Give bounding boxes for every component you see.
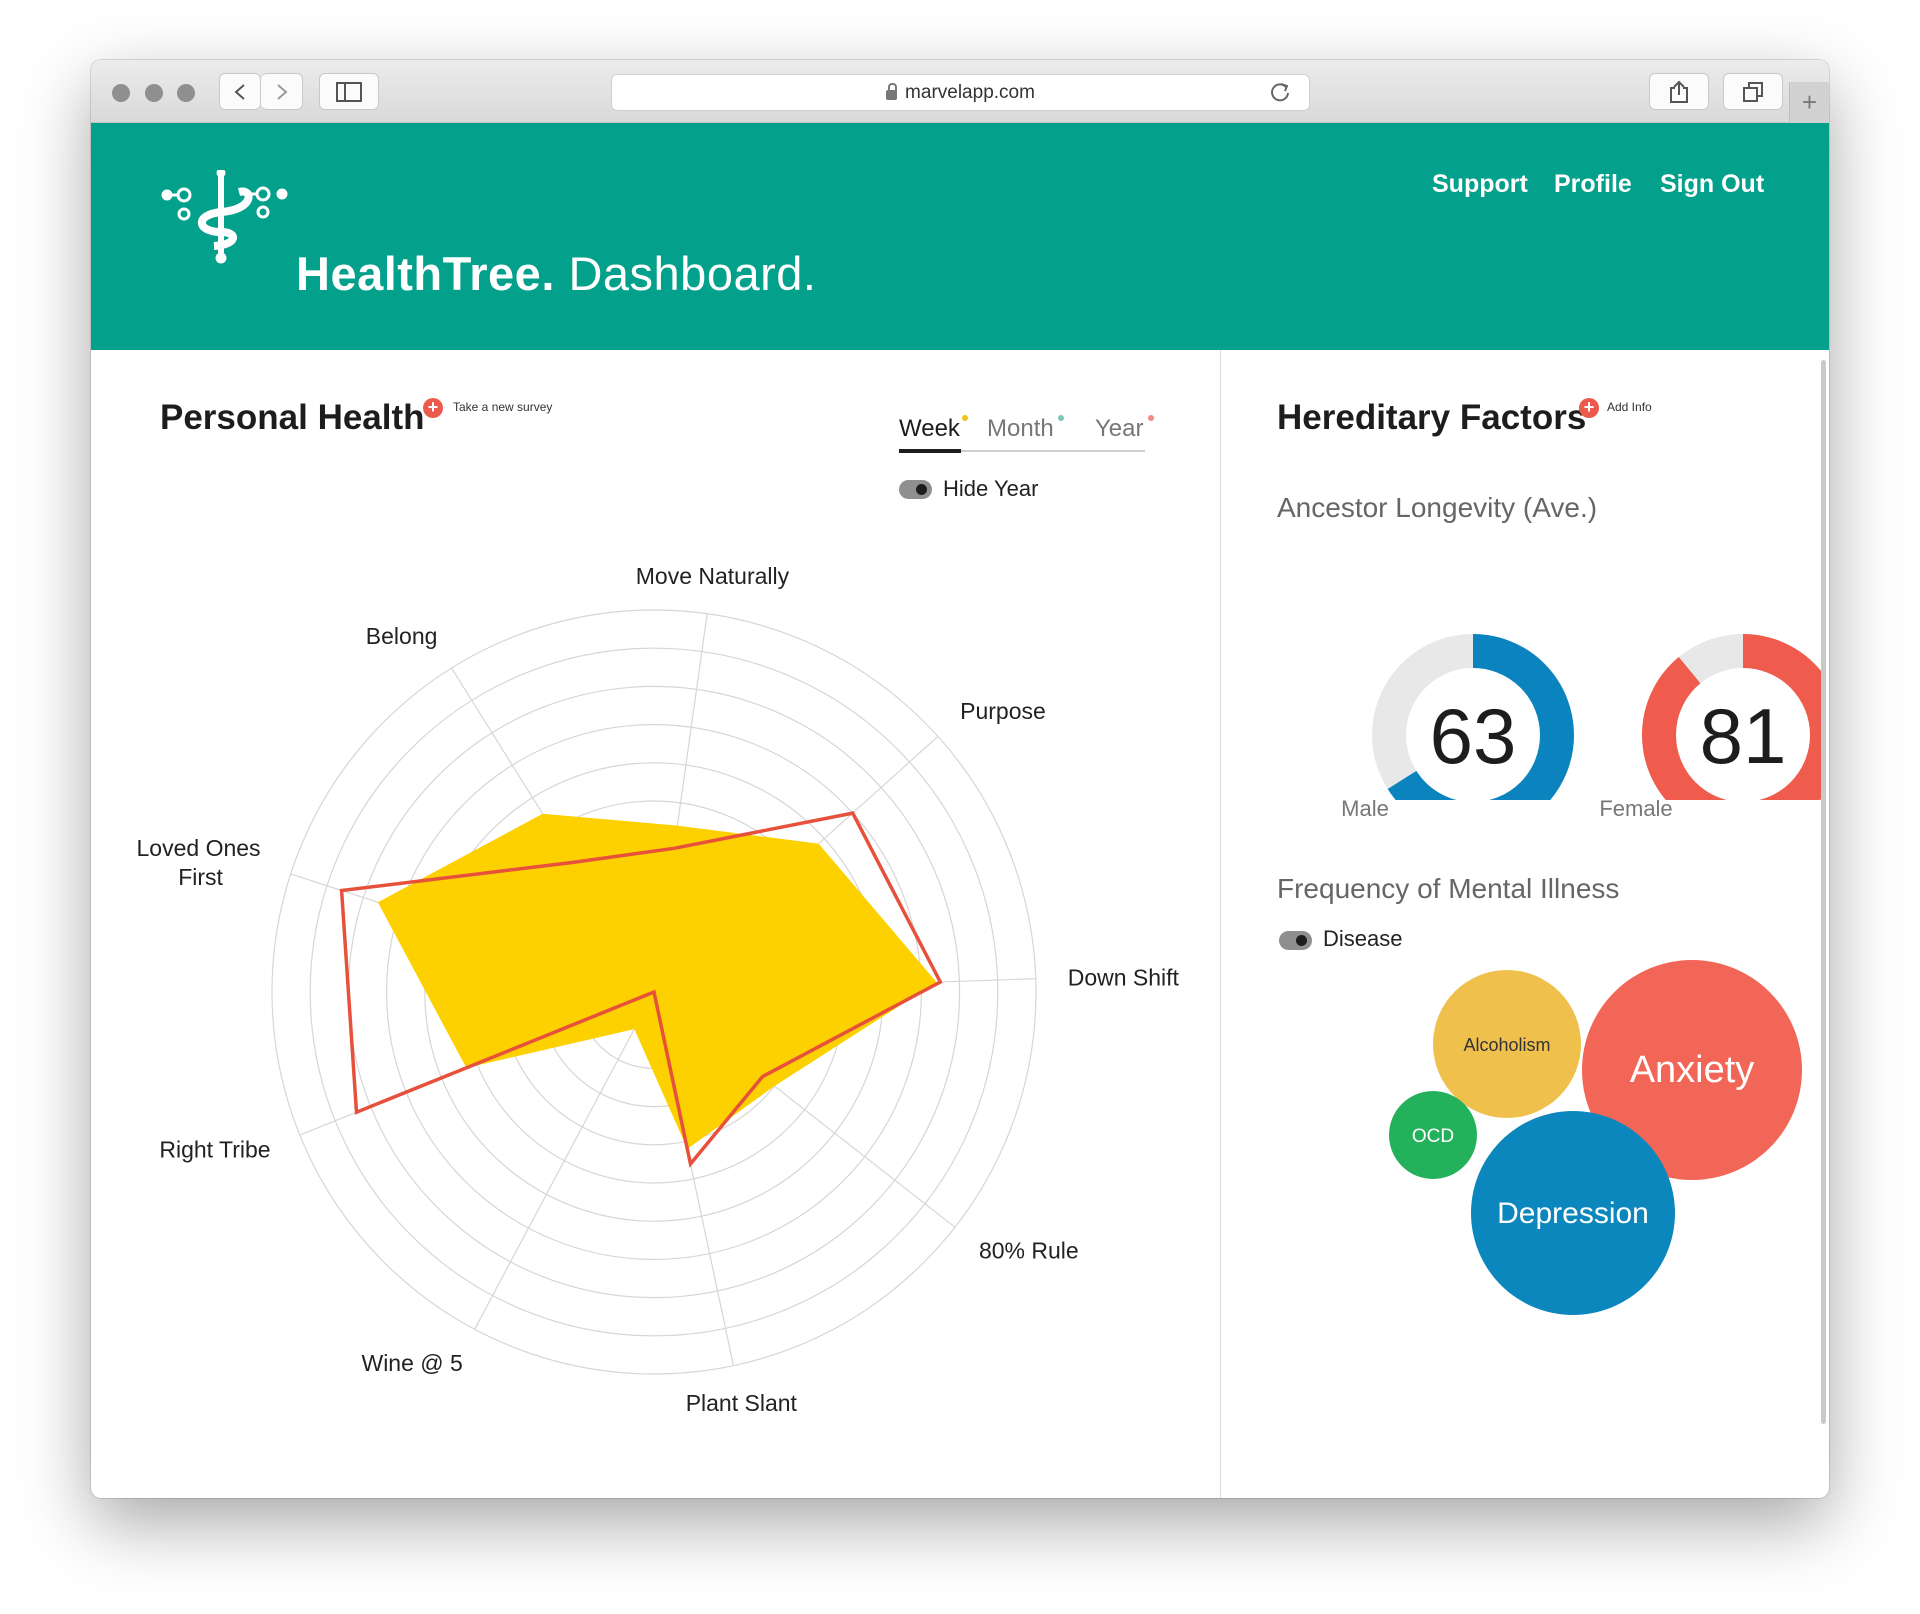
back-button[interactable] [219,73,261,110]
radar-axis-label: Purpose [960,698,1046,724]
radar-axis-label: Plant Slant [686,1390,798,1416]
ancestor-longevity-title: Ancestor Longevity (Ave.) [1277,492,1598,523]
new-tab-button[interactable]: + [1789,82,1829,123]
app-title: HealthTree. Dashboard. [296,246,816,301]
page-scrollbar[interactable] [1821,360,1826,1424]
radar-ring [309,647,999,1337]
tab-week-dot [962,415,968,421]
column-divider [1220,350,1221,1498]
active-tab-indicator [899,449,961,453]
reload-icon[interactable] [1269,81,1291,103]
radar-series-filled [377,813,937,1149]
add-info-icon[interactable]: + [1579,398,1599,418]
nav-support-link[interactable]: Support [1432,170,1528,198]
forward-icon [276,83,288,100]
new-tab-icon: + [1801,87,1818,117]
male-longevity-arc [1372,634,1574,800]
share-button[interactable] [1649,73,1709,110]
hide-year-toggle[interactable] [899,480,932,499]
nav-profile-link[interactable]: Profile [1554,170,1632,198]
male-label: Male [1341,796,1389,821]
hereditary-factors-title: Hereditary Factors [1277,398,1587,437]
personal-health-title: Personal Health [160,398,425,437]
brand-name: HealthTree. [296,247,555,300]
radar-axis-label: Loved Ones First [137,835,261,890]
male-longevity-value: 63 [1430,692,1517,780]
disease-label: Disease [1323,926,1403,951]
bubble-depression-label: Depression [1497,1197,1649,1230]
browser-window: marvelapp.com + [91,60,1829,1498]
forward-button[interactable] [261,73,303,110]
take-survey-icon[interactable]: + [423,398,443,418]
tabs-baseline [899,450,1145,452]
address-bar[interactable]: marvelapp.com [611,74,1310,111]
bubble-alcoholism[interactable] [1433,970,1581,1118]
bubble-ocd-label: OCD [1412,1126,1454,1147]
bubble-alcoholism-label: Alcoholism [1463,1035,1550,1055]
tab-week[interactable]: Week [899,415,960,442]
disease-toggle[interactable] [1279,931,1312,950]
female-longevity-value: 81 [1700,692,1787,780]
hide-year-label: Hide Year [943,476,1039,501]
radar-series-outline [339,811,943,1168]
tab-month-dot [1058,415,1064,421]
health-tree-logo-icon [161,170,288,264]
radar-axis-label: Belong [366,623,438,649]
tabs-overview-button[interactable] [1723,73,1783,110]
radar-axis-label: Wine @ 5 [361,1350,462,1376]
bubble-anxiety[interactable] [1582,960,1802,1180]
brand-section: Dashboard. [568,247,817,300]
url-text: marvelapp.com [905,81,1035,103]
app-header: HealthTree. Dashboard. Support Profile S… [91,123,1829,350]
minimize-window-button[interactable] [145,84,163,102]
tab-year[interactable]: Year [1095,415,1144,442]
sidebar-button[interactable] [319,73,379,110]
sidebar-icon [336,81,362,102]
radar-spoke [474,991,655,1330]
bubble-depression[interactable] [1471,1111,1675,1315]
radar-axis-label: Right Tribe [159,1136,270,1162]
close-window-button[interactable] [112,84,130,102]
radar-axis-label: Move Naturally [636,563,790,589]
tab-year-dot [1148,415,1154,421]
radar-ring [271,609,1037,1375]
add-info-link[interactable]: Add Info [1607,400,1652,414]
tab-month[interactable]: Month [987,415,1054,442]
radar-axis-label: Down Shift [1068,964,1180,990]
bubble-ocd[interactable] [1389,1091,1477,1179]
bubble-anxiety-label: Anxiety [1630,1049,1755,1091]
back-icon [234,83,245,100]
female-label: Female [1599,796,1673,821]
nav-sign-out-link[interactable]: Sign Out [1660,170,1765,198]
mental-illness-title: Frequency of Mental Illness [1277,873,1620,904]
lock-icon [886,82,898,100]
browser-toolbar: marvelapp.com + [91,60,1829,123]
ancestor-longevity-rings: 63 81 [1372,634,1821,800]
share-icon [1670,80,1688,103]
tabs-icon [1743,81,1763,102]
take-survey-link[interactable]: Take a new survey [453,400,553,414]
radar-axis-label: 80% Rule [979,1238,1079,1264]
personal-health-radar-chart: Move Naturally Purpose Down Shift 80% Rule P… [137,563,1180,1416]
female-longevity-arc [1642,634,1821,800]
mental-illness-bubble-chart: Alcoholism Anxiety OCD Depression [1389,960,1802,1315]
zoom-window-button[interactable] [177,84,195,102]
